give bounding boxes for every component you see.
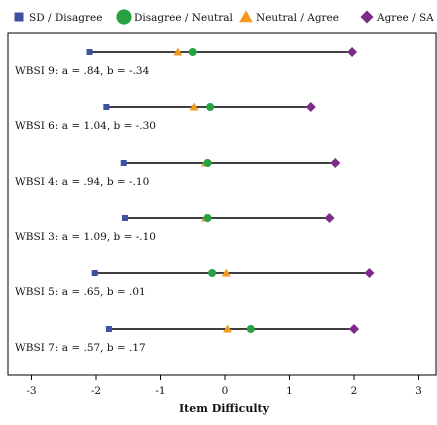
x-tick-label: -3 bbox=[26, 385, 36, 397]
point-diamond bbox=[349, 324, 359, 334]
legend-label: SD / Disagree bbox=[29, 12, 102, 24]
plot-frame bbox=[7, 32, 437, 376]
point-circle bbox=[206, 103, 215, 111]
item-row: WBSI 6: a = 1.04, b = -.30 bbox=[15, 102, 316, 132]
point-triangle bbox=[221, 268, 231, 277]
legend-marker-triangle-icon bbox=[239, 10, 253, 23]
point-circle bbox=[188, 48, 197, 56]
legend-label: Agree / SA bbox=[376, 12, 434, 24]
point-diamond bbox=[324, 213, 335, 223]
item-row: WBSI 7: a = .57, b = .17 bbox=[15, 324, 359, 354]
point-triangle bbox=[173, 47, 183, 56]
legend-label: Neutral / Agree bbox=[256, 12, 339, 24]
legend-entry: Neutral / Agree bbox=[239, 10, 339, 24]
point-square bbox=[103, 104, 110, 110]
legend-entry: SD / Disagree bbox=[14, 12, 102, 24]
point-diamond bbox=[330, 158, 341, 168]
item-label: WBSI 6: a = 1.04, b = -.30 bbox=[15, 120, 156, 132]
x-tick-label: -1 bbox=[155, 385, 165, 397]
point-square bbox=[91, 270, 98, 276]
item-label: WBSI 3: a = 1.09, b = -.10 bbox=[15, 231, 156, 243]
item-row: WBSI 5: a = .65, b = .01 bbox=[15, 268, 375, 298]
x-tick-label: 0 bbox=[222, 385, 229, 397]
item-label: WBSI 7: a = .57, b = .17 bbox=[15, 342, 146, 354]
item-label: WBSI 4: a = .94, b = -.10 bbox=[15, 176, 149, 188]
legend-marker-circle-icon bbox=[116, 9, 132, 25]
x-tick-label: 3 bbox=[415, 385, 422, 397]
legend-entry: Agree / SA bbox=[360, 10, 434, 24]
point-circle bbox=[203, 159, 212, 167]
item-row: WBSI 9: a = .84, b = -.34 bbox=[15, 47, 358, 77]
point-square bbox=[86, 49, 93, 55]
legend-label: Disagree / Neutral bbox=[134, 12, 233, 24]
x-axis: -3 -2 -1 0 1 2 3 bbox=[26, 375, 422, 397]
x-tick-label: 2 bbox=[351, 385, 358, 397]
legend-entry: Disagree / Neutral bbox=[116, 9, 233, 25]
item-row: WBSI 3: a = 1.09, b = -.10 bbox=[15, 213, 335, 243]
legend: SD / Disagree Disagree / Neutral Neutral /… bbox=[14, 9, 434, 25]
legend-marker-diamond-icon bbox=[360, 10, 374, 24]
x-tick-label: -2 bbox=[91, 385, 101, 397]
x-tick-label: 1 bbox=[286, 385, 293, 397]
point-circle bbox=[208, 269, 217, 277]
point-square bbox=[120, 160, 127, 166]
items: WBSI 9: a = .84, b = -.34 WBSI 6: a = 1.0… bbox=[15, 47, 375, 354]
point-diamond bbox=[364, 268, 375, 278]
point-square bbox=[105, 326, 112, 332]
x-axis-title: Item Difficulty bbox=[179, 402, 270, 415]
item-label: WBSI 9: a = .84, b = -.34 bbox=[15, 65, 150, 77]
item-row: WBSI 4: a = .94, b = -.10 bbox=[15, 158, 341, 188]
point-triangle bbox=[189, 102, 199, 111]
point-circle bbox=[203, 214, 212, 222]
point-circle bbox=[246, 325, 255, 333]
point-diamond bbox=[305, 102, 316, 112]
item-label: WBSI 5: a = .65, b = .01 bbox=[15, 286, 146, 298]
legend-marker-square-icon bbox=[14, 12, 24, 22]
point-square bbox=[122, 215, 129, 221]
point-diamond bbox=[347, 47, 358, 57]
point-triangle bbox=[223, 324, 233, 333]
